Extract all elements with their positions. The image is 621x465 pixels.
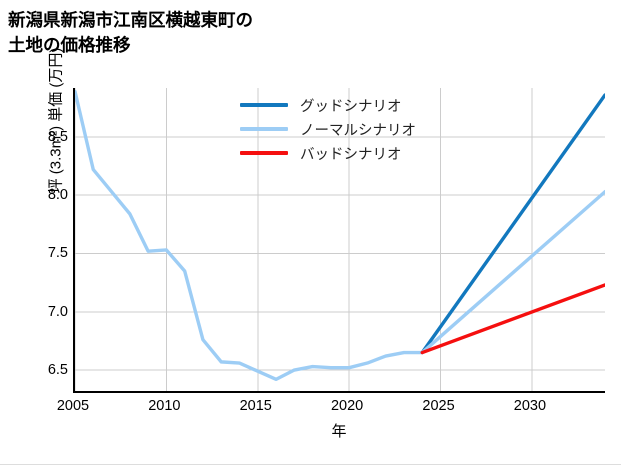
- plot-area: [73, 88, 605, 393]
- x-axis-tick-label: 2030: [513, 398, 547, 414]
- x-axis-tick-label: 2010: [148, 398, 181, 414]
- y-axis-title: 坪 (3.3m²) 単価 (万円): [47, 47, 65, 194]
- legend-item-label: バッドシナリオ: [300, 146, 402, 163]
- x-axis-tick-label: 2025: [422, 398, 455, 414]
- x-axis-title: 年: [331, 423, 347, 440]
- y-axis-tick-label: 6.5: [47, 362, 68, 379]
- series-line: [420, 190, 605, 355]
- legend-color-swatch: [240, 103, 288, 107]
- x-axis-tick-label: 2005: [56, 398, 90, 414]
- series-line: [420, 93, 605, 355]
- gridlines: [75, 88, 605, 391]
- series-line: [75, 89, 424, 382]
- x-axis-tick-label: 2020: [330, 398, 364, 414]
- legend-color-swatch: [240, 127, 288, 131]
- y-axis-tick-label: 7.5: [47, 245, 68, 262]
- chart-legend: グッドシナリオ ノーマルシナリオ バッドシナリオ: [240, 93, 470, 165]
- legend-color-swatch: [240, 151, 288, 155]
- series-lines: [75, 89, 605, 382]
- legend-item[interactable]: バッドシナリオ: [240, 141, 470, 165]
- legend-item[interactable]: グッドシナリオ: [240, 93, 470, 117]
- x-axis-tick-labels: 2005 2010 2015 2020 2025 2030: [57, 398, 613, 418]
- legend-item-label: グッドシナリオ: [300, 98, 402, 115]
- y-axis-tick-label: 8.0: [47, 187, 68, 204]
- y-axis-tick-label: 7.0: [47, 303, 68, 320]
- page-title: 新潟県新潟市江南区横越東町の 土地の価格推移: [8, 10, 253, 55]
- legend-item[interactable]: ノーマルシナリオ: [240, 117, 470, 141]
- series-line: [420, 283, 605, 355]
- y-axis-tick-label: 8.5: [47, 128, 68, 145]
- x-axis-tick-label: 2015: [239, 398, 272, 414]
- y-axis-tick-labels: 6.5 7.0 7.5 8.0 8.5: [16, 88, 68, 393]
- legend-item-label: ノーマルシナリオ: [300, 122, 416, 139]
- chart-plot-svg: [75, 88, 605, 391]
